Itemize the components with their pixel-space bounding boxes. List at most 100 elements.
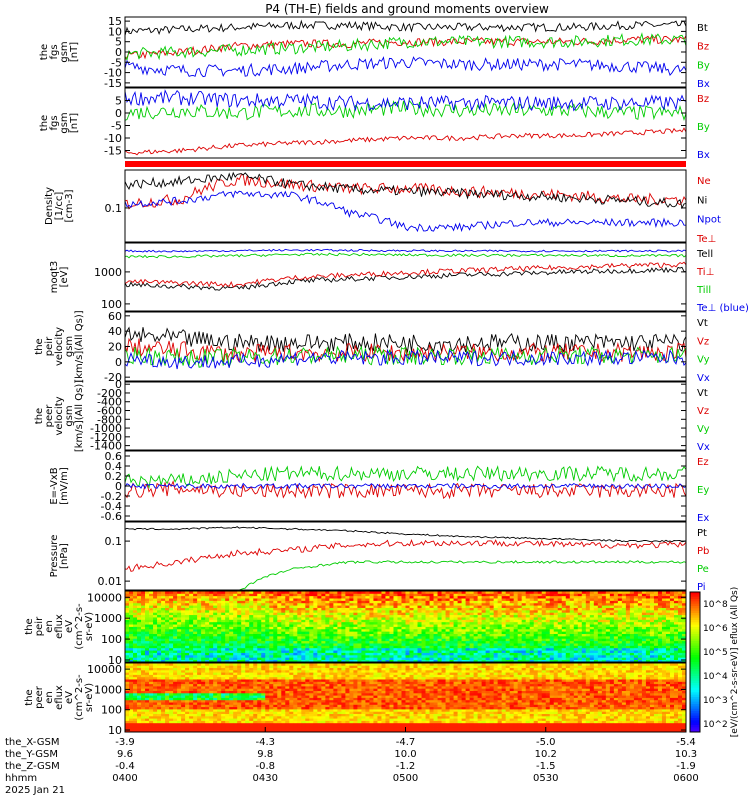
spectrogram-cell <box>165 619 170 623</box>
spectrogram-cell <box>233 643 238 646</box>
spectrogram-cell <box>461 640 467 644</box>
spectrogram-cell <box>549 657 555 661</box>
spectrogram-cell <box>293 621 298 625</box>
spectrogram-cell <box>617 638 623 642</box>
spectrogram-cell <box>605 595 611 599</box>
spectrogram-cell <box>193 679 198 682</box>
spectrogram-cell <box>573 645 579 649</box>
spectrogram-cell <box>301 609 306 613</box>
spectrogram-cell <box>461 647 467 651</box>
spectrogram-cell <box>173 635 178 639</box>
spectrogram-cell <box>137 645 142 649</box>
spectrogram-cell <box>629 605 635 608</box>
spectrogram-cell <box>565 654 571 658</box>
spectrogram-cell <box>549 645 555 649</box>
spectrogram-cell <box>269 607 274 611</box>
spectrogram-cell <box>489 640 495 644</box>
spectrogram-cell <box>413 595 418 599</box>
spectrogram-cell <box>629 591 635 594</box>
spectrogram-cell <box>253 595 258 599</box>
spectrogram-cell <box>273 631 278 634</box>
spectrogram-cell <box>629 643 635 646</box>
spectrogram-cell <box>233 619 238 623</box>
spectrogram-cell <box>301 600 306 604</box>
spectrogram-cell <box>401 621 406 625</box>
spectrogram-cell <box>429 612 434 616</box>
spectrogram-cell <box>329 621 334 625</box>
spectrogram-cell <box>125 699 130 703</box>
spectrogram-cell <box>553 605 559 608</box>
spectrogram-cell <box>185 706 190 710</box>
spectrogram-cell <box>633 605 639 608</box>
spectrogram-cell <box>321 621 326 625</box>
spectrogram-cell <box>541 624 547 627</box>
spectrogram-cell <box>125 702 130 705</box>
spectrogram-cell <box>613 621 619 625</box>
spectrogram-cell <box>609 628 615 632</box>
spectrogram-cell <box>157 667 162 671</box>
spectrogram-cell <box>357 633 362 637</box>
spectrogram-cell <box>485 607 491 611</box>
spectrogram-cell <box>381 612 386 616</box>
spectrogram-cell <box>521 650 527 653</box>
spectrogram-cell <box>409 628 414 632</box>
spectrogram-cell <box>561 640 567 644</box>
spectrogram-cell <box>645 614 651 618</box>
spectrogram-cell <box>533 593 539 597</box>
spectrogram-cell <box>141 718 146 721</box>
spectrogram-cell <box>597 638 603 642</box>
spectrogram-cell <box>649 647 655 651</box>
spectrogram-cell <box>545 595 551 599</box>
spectrogram-cell <box>421 600 426 604</box>
spectrogram-cell <box>141 645 146 649</box>
spectrogram-cell <box>413 659 418 663</box>
spectrogram-cell <box>661 645 667 649</box>
spectrogram-cell <box>281 605 286 608</box>
spectrogram-cell <box>181 720 186 724</box>
spectrogram-cell <box>617 645 623 649</box>
spectrogram-cell <box>645 640 651 644</box>
spectrogram-cell <box>645 598 651 601</box>
spectrogram-cell <box>561 595 567 599</box>
spectrogram-cell <box>153 695 158 698</box>
spectrogram-cell <box>149 681 154 685</box>
spectrogram-cell <box>133 633 138 637</box>
spectrogram-cell <box>481 614 487 618</box>
spectrogram-cell <box>305 647 310 651</box>
spectrogram-cell <box>457 635 462 639</box>
spectrogram-cell <box>321 619 326 623</box>
spectrogram-cell <box>357 605 362 608</box>
spectrogram-cell <box>197 654 202 658</box>
spectrogram-cell <box>325 602 330 606</box>
spectrogram-cell <box>141 643 146 646</box>
spectrogram-cell <box>141 667 146 671</box>
spectrogram-cell <box>241 633 246 637</box>
spectrogram-cell <box>129 628 134 632</box>
spectrogram-cell <box>309 619 314 623</box>
y-tick-label: 0.01 <box>98 575 123 588</box>
spectrogram-cell <box>149 695 154 698</box>
spectrogram-cell <box>509 598 515 601</box>
spectrogram-cell <box>353 635 358 639</box>
spectrogram-cell <box>137 657 142 661</box>
spectrogram-cell <box>357 628 362 632</box>
spectrogram-cell <box>413 650 418 653</box>
spectrogram-cell <box>665 612 671 616</box>
spectrogram-cell <box>185 614 190 618</box>
spectrogram-cell <box>613 591 619 594</box>
spectrogram-cell <box>465 631 471 634</box>
spectrogram-cell <box>161 729 166 733</box>
spectrogram-cell <box>481 657 487 661</box>
spectrogram-cell <box>173 650 178 653</box>
spectrogram-cell <box>317 659 322 663</box>
spectrogram-cell <box>173 704 178 708</box>
spectrogram-cell <box>597 659 603 663</box>
spectrogram-cell <box>637 645 643 649</box>
spectrogram-cell <box>517 602 523 606</box>
spectrogram-cell <box>473 617 479 620</box>
spectrogram-cell <box>433 647 438 651</box>
spectrogram-cell <box>145 600 150 604</box>
spectrogram-cell <box>377 647 382 651</box>
spectrogram-cell <box>189 713 194 717</box>
